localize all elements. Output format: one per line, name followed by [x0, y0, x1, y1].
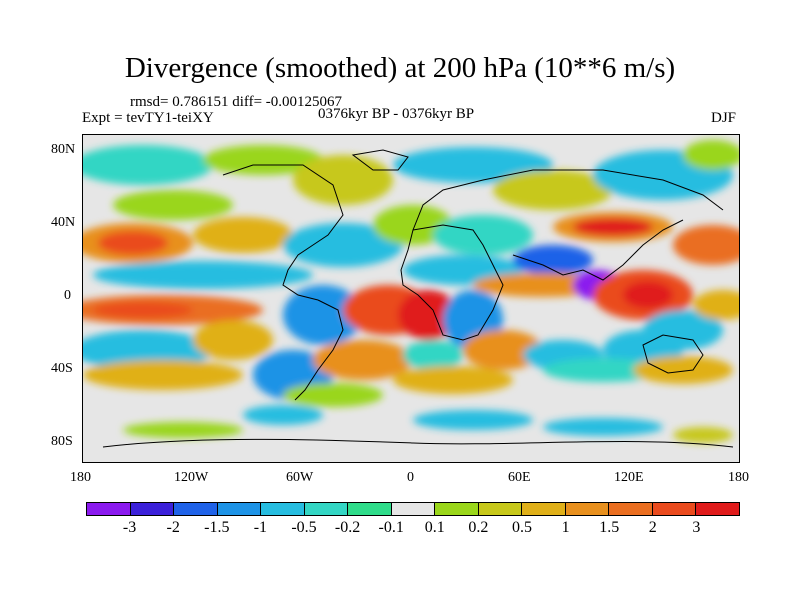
colorbar-swatch — [522, 503, 566, 515]
colorbar-swatch — [261, 503, 305, 515]
lat-label-80n: 80N — [51, 142, 76, 157]
colorbar-label: -0.5 — [291, 519, 317, 536]
lon-label-180w: 180 — [70, 470, 91, 485]
season-text: DJF — [711, 110, 737, 126]
colorbar-swatch — [304, 503, 349, 515]
contour-blobs — [83, 140, 739, 443]
colorbar-swatch — [435, 503, 479, 515]
lon-label-60w: 60W — [286, 470, 314, 485]
colorbar-swatch — [348, 503, 392, 515]
colorbar-label: -3 — [122, 519, 137, 536]
lat-label-eq: 0 — [64, 288, 71, 303]
lat-label-40n: 40N — [51, 215, 76, 230]
coastlines — [102, 149, 734, 448]
colorbar-swatch — [87, 503, 131, 515]
experiment-text: Expt = tevTY1-teiXY — [82, 110, 214, 126]
colorbar-swatch — [652, 503, 697, 515]
colorbar-label: 0.5 — [512, 519, 532, 536]
lat-label-80s: 80S — [51, 434, 73, 449]
colorbar-label: -1 — [253, 519, 268, 536]
plot-title: Divergence (smoothed) at 200 hPa (10**6 … — [124, 52, 676, 84]
colorbar-swatch — [217, 503, 262, 515]
colorbar-label: 0.1 — [424, 519, 445, 536]
lon-label-60e: 60E — [508, 470, 531, 485]
lat-label-40s: 40S — [51, 361, 73, 376]
colorbar-label: 1.5 — [599, 519, 620, 536]
lon-label-180e: 180 — [728, 470, 749, 485]
divergence-field — [83, 135, 739, 462]
colorbar-label: 3 — [692, 519, 701, 536]
colorbar-label: -1.5 — [204, 519, 230, 536]
map-panel — [82, 134, 740, 463]
colorbar-label: -0.1 — [378, 519, 404, 536]
colorbar-swatch — [565, 503, 610, 515]
colorbar-swatch — [609, 503, 653, 515]
colorbar-label: 1 — [561, 519, 570, 536]
colorbar — [86, 502, 740, 516]
colorbar-swatch — [130, 503, 175, 515]
colorbar-swatch — [174, 503, 218, 515]
lon-label-120w: 120W — [174, 470, 209, 485]
colorbar-label: -2 — [166, 519, 180, 536]
lon-label-120e: 120E — [614, 470, 644, 485]
colorbar-swatch — [391, 503, 436, 515]
colorbar-label: 0.2 — [468, 519, 489, 536]
colorbar-label: -0.2 — [334, 519, 361, 536]
colorbar-swatch — [478, 503, 523, 515]
colorbar-swatch — [696, 503, 739, 515]
stats-text: rmsd= 0.786151 diff= -0.00125067 — [130, 94, 343, 110]
period-text: 0376kyr BP - 0376kyr BP — [318, 106, 475, 122]
lon-label-0: 0 — [407, 470, 414, 485]
colorbar-label: 2 — [648, 519, 657, 536]
